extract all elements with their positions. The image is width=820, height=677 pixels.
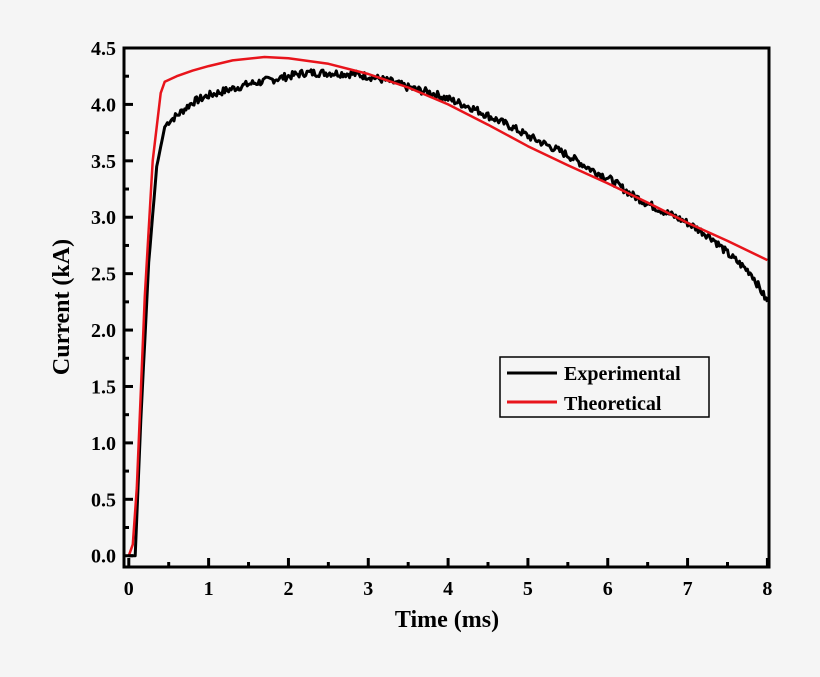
y-tick-label: 4.5 [91, 38, 116, 60]
x-tick-label: 6 [603, 578, 613, 600]
y-tick-label: 2.0 [91, 320, 116, 342]
x-tick-label: 4 [443, 578, 453, 600]
y-tick-label: 2.5 [91, 264, 116, 286]
y-tick-label: 0.5 [91, 489, 116, 511]
legend-label-experimental: Experimental [564, 363, 681, 385]
legend-box [499, 356, 710, 418]
plot-lines [127, 55, 769, 558]
legend-label-theoretical: Theoretical [564, 393, 662, 415]
y-tick-label: 1.5 [91, 376, 116, 398]
series-line-theoretical [127, 55, 768, 557]
y-axis-label: Current (kA) [49, 239, 75, 375]
y-tick-label: 0.0 [91, 546, 116, 568]
legend: Experimental Theoretical [499, 356, 710, 418]
x-tick-label: 5 [523, 578, 533, 600]
x-tick-label: 8 [762, 578, 772, 600]
y-axis: 0.0 0.5 1.0 1.5 2.0 2.5 3.0 3.5 4.0 4.5 [91, 38, 133, 568]
x-tick-label: 0 [124, 578, 134, 600]
y-tick-label: 4.0 [91, 94, 116, 116]
plot-frame [122, 46, 771, 569]
series-line-experimental [128, 68, 769, 558]
x-axis-label: Time (ms) [395, 607, 499, 633]
y-tick-label: 3.5 [91, 151, 116, 173]
y-tick-label: 3.0 [91, 207, 116, 229]
x-tick-label: 7 [683, 578, 693, 600]
x-tick-label: 1 [204, 578, 214, 600]
y-tick-label: 1.0 [91, 433, 116, 455]
x-tick-label: 3 [363, 578, 373, 600]
x-axis: 0 1 2 3 4 5 6 7 8 [124, 558, 772, 600]
x-tick-label: 2 [283, 578, 293, 600]
